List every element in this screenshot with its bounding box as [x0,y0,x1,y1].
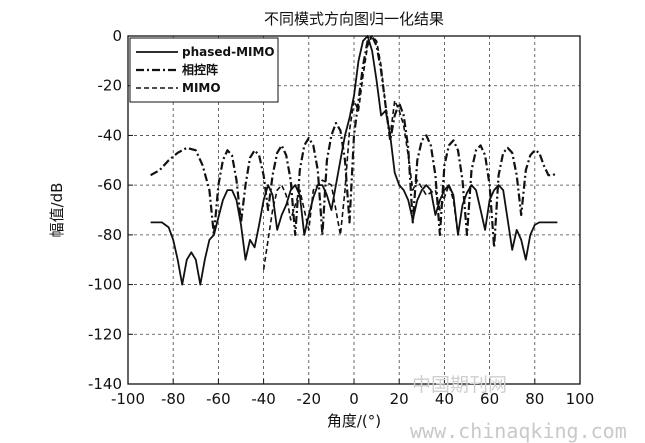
series-line-1 [150,34,558,249]
y-tick-label: -100 [88,276,122,294]
legend: phased-MIMO 相控阵 MIMO [129,37,279,103]
legend-label-2: MIMO [182,81,221,95]
legend-label-0: phased-MIMO [182,45,275,59]
x-tick-label: 100 [566,390,595,408]
x-tick-label: -60 [206,390,231,408]
tick-layer: -100 -80 -60 -40 -20 0 20 40 60 80 100 0 -20 -40 -60 -8… [88,27,594,408]
x-tick-label: -100 [111,390,145,408]
y-tick-label: 0 [112,27,122,45]
y-tick-label: -140 [88,375,122,393]
y-tick-label: -60 [98,176,123,194]
y-tick-label: -80 [98,226,123,244]
grid [128,36,580,384]
y-tick-label: -120 [88,325,122,343]
legend-label-1: 相控阵 [182,62,218,77]
x-tick-label: 60 [480,390,499,408]
x-tick-label: 0 [349,390,359,408]
chart-title: 不同模式方向图归一化结果 [264,10,444,28]
y-axis-label: 幅值/dB [48,183,66,238]
y-tick-label: -20 [98,77,123,95]
watermark-url: www.chinaqking.com [410,419,627,443]
x-tick-label: -80 [161,390,186,408]
x-tick-label: -40 [251,390,276,408]
x-tick-label: 80 [525,390,544,408]
x-tick-label: -20 [297,390,322,408]
y-tick-label: -40 [98,126,123,144]
series-line-2 [262,35,459,270]
watermark-cn: 中国期刊网 [412,374,507,396]
x-tick-label: 20 [390,390,409,408]
x-tick-label: 40 [435,390,454,408]
x-axis-label: 角度/(°) [327,412,381,430]
series-layer [150,34,558,286]
